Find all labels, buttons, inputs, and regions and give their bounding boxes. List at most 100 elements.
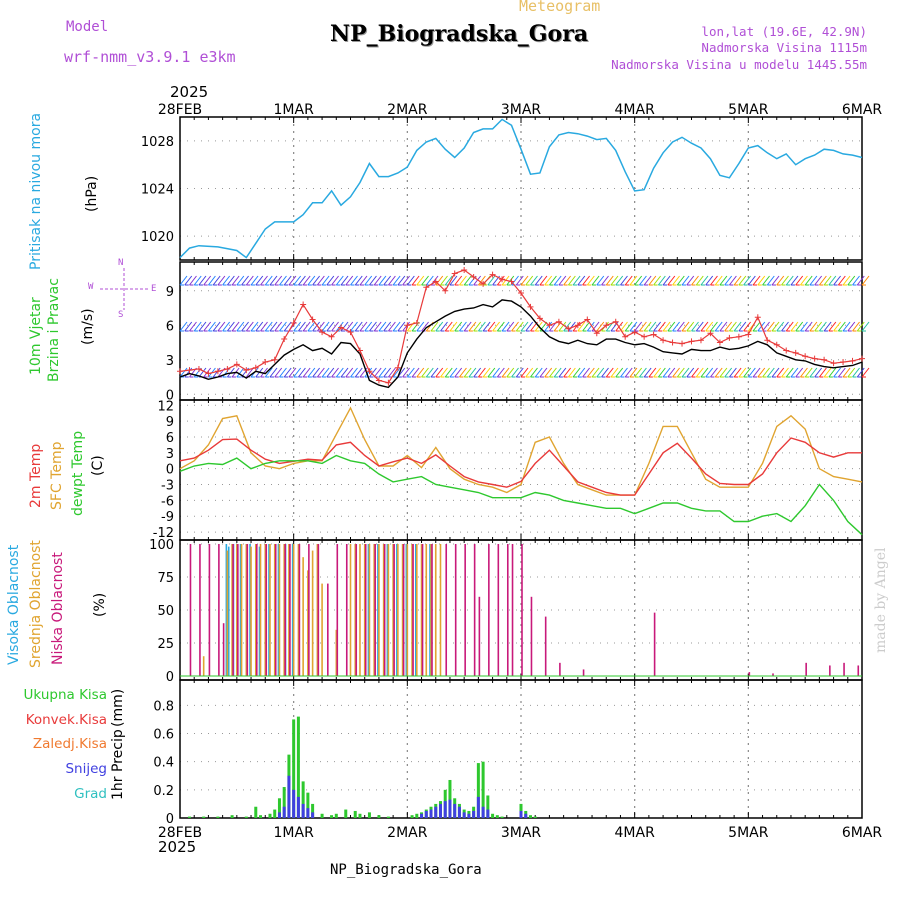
wind-barb: [847, 321, 856, 332]
wind-barb: [563, 321, 572, 332]
wind-barb: [387, 275, 396, 286]
wind-barb: [828, 275, 837, 286]
compass-s: S: [118, 310, 124, 320]
wind-barb: [766, 321, 775, 332]
wind-barb: [719, 275, 728, 286]
wind-barb: [809, 367, 818, 378]
precip-snow-bar: [519, 810, 523, 818]
wind-barb: [577, 275, 586, 286]
wind-barb: [530, 275, 538, 286]
wind-barb: [449, 321, 458, 332]
wind-barb: [454, 367, 463, 378]
wind-barb: [629, 321, 638, 332]
wind-barb: [345, 367, 354, 378]
wind-gust-point: [461, 267, 468, 274]
wind-barb: [520, 367, 529, 378]
y-tick-label: 75: [157, 571, 174, 586]
wind-barb: [572, 321, 581, 332]
wind-barb: [335, 367, 344, 378]
wind-barb: [236, 321, 245, 332]
wind-barb: [620, 367, 628, 378]
wind-barb: [766, 275, 775, 286]
precip-total-bar: [367, 812, 371, 818]
wind-gust-point: [603, 322, 610, 329]
wind-gust-point: [309, 316, 316, 323]
wind-barb: [634, 275, 643, 286]
precip-total-bar: [230, 815, 234, 818]
wind-barb: [828, 321, 837, 332]
wind-barb: [705, 367, 714, 378]
wind-barb: [496, 367, 505, 378]
wind-barb: [752, 275, 761, 286]
wind-barb: [525, 275, 534, 286]
wind-gust-point: [679, 340, 686, 347]
wind-barb: [672, 275, 680, 286]
wind-barb: [392, 367, 401, 378]
wind-barb: [392, 275, 401, 286]
wind-barb: [477, 321, 486, 332]
wind-barb: [520, 321, 529, 332]
wind-barb: [790, 275, 799, 286]
wind-barb: [591, 275, 600, 286]
wind-barb: [804, 275, 813, 286]
y-tick-label: -12: [153, 526, 174, 541]
wind-barb: [369, 367, 377, 378]
wind-barb: [733, 367, 742, 378]
wind-gust-point: [366, 368, 373, 375]
legend-freezing: Zaledj.Kisa: [32, 736, 107, 752]
wind-barb: [738, 321, 747, 332]
year-bottom: 2025: [158, 838, 197, 856]
legend-snow: Snijeg: [65, 761, 107, 777]
wind-barb: [217, 321, 226, 332]
wind-barb: [506, 321, 515, 332]
wind-barb: [421, 321, 429, 332]
wind-barb: [387, 367, 396, 378]
y-tick-label: 0.8: [153, 699, 174, 714]
wind-gust-point: [319, 329, 326, 336]
wind-barb: [639, 367, 647, 378]
wind-barb: [700, 321, 709, 332]
wind-barb: [208, 321, 216, 332]
precip-snow-bar: [457, 806, 461, 818]
wind-barb: [747, 367, 756, 378]
wind-barb: [861, 321, 870, 332]
wind-barb: [757, 367, 766, 378]
wind-barb: [316, 367, 325, 378]
wind-barb: [492, 367, 500, 378]
wind-barb: [373, 275, 382, 286]
precip-snow-bar: [476, 796, 480, 818]
wind-barb: [795, 275, 804, 286]
y-tick-label: 1028: [141, 135, 174, 150]
wind-barb: [411, 321, 420, 332]
wind-barb: [492, 321, 500, 332]
wind-barb: [198, 275, 207, 286]
wind-barb: [449, 275, 458, 286]
x-tick-label-top: 1MAR: [274, 102, 315, 118]
wind-barb: [288, 367, 297, 378]
wind-barb: [814, 275, 823, 286]
wind-barb: [416, 367, 425, 378]
wind-gust-point: [546, 322, 553, 329]
wind-barb: [279, 275, 287, 286]
precip-total-bar: [216, 816, 220, 818]
wind-barb: [795, 367, 804, 378]
wind-barb: [837, 275, 846, 286]
wind-barb: [444, 367, 453, 378]
precip-snow-bar: [420, 813, 424, 818]
wind-barb: [695, 321, 704, 332]
wind-barb: [250, 275, 259, 286]
x-tick-label-bottom: 2MAR: [387, 825, 428, 841]
wind-barb: [719, 321, 728, 332]
wind-barb: [416, 275, 425, 286]
wind-gust-point: [735, 333, 742, 340]
wind-barb: [691, 321, 699, 332]
wind-barb: [387, 321, 396, 332]
wind-barb: [506, 367, 515, 378]
wind-barb: [667, 275, 676, 286]
wind-barb: [837, 367, 846, 378]
wind-gust-point: [859, 355, 865, 362]
y-tick-label: 6: [166, 431, 174, 446]
wind-barb: [648, 367, 657, 378]
wind-barb: [383, 321, 392, 332]
wind-barb: [473, 367, 482, 378]
